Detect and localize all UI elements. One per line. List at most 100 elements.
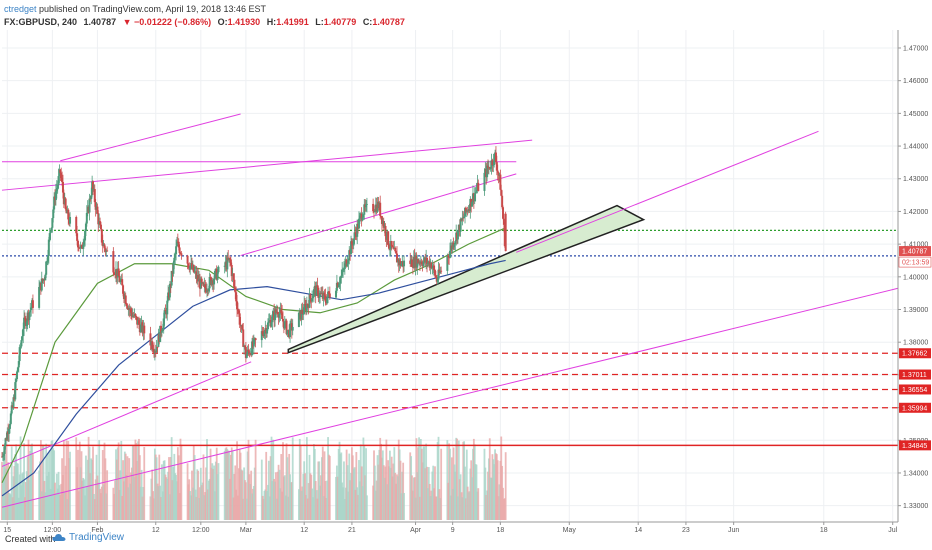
time-axis[interactable]: 15 12:00 Feb 12 12:00 Mar 12 21 Apr 9 18 May 14 23 Jun…	[0, 521, 898, 534]
candle-body	[497, 172, 500, 176]
candle-body	[69, 217, 72, 224]
candle-body	[163, 310, 166, 319]
candle-body	[99, 224, 102, 230]
time-tick-label: Apr	[410, 527, 422, 534]
candle-body	[232, 274, 235, 280]
candle-body	[280, 309, 283, 314]
candle-body	[20, 340, 23, 347]
candle-body	[420, 261, 423, 265]
candle-body	[47, 239, 50, 257]
candle-body	[44, 274, 47, 281]
candle-body	[216, 272, 219, 280]
candle-body	[180, 253, 183, 256]
candle-body	[312, 289, 315, 296]
volume-bar	[291, 437, 294, 520]
candle-body	[454, 241, 457, 245]
candle-body	[12, 397, 15, 407]
candle-body	[21, 336, 24, 341]
author-link[interactable]: ctredget	[4, 4, 37, 14]
candle-body	[382, 221, 385, 228]
candle-body	[491, 160, 494, 166]
volume-bar	[299, 445, 302, 520]
volume-bar	[355, 452, 358, 520]
candle-body	[495, 162, 498, 171]
candle-body	[350, 241, 353, 245]
candle-body	[263, 331, 266, 337]
candle-body	[104, 248, 107, 253]
volume-bar	[366, 495, 368, 520]
candle-body	[251, 341, 254, 355]
candle-body	[278, 313, 281, 318]
candle-body	[373, 211, 376, 213]
candle-body	[2, 453, 5, 456]
price-tags: 1.37662 1.37011 1.36554 1.35994 1.34845 1.407…	[898, 246, 932, 451]
change-value: −0.01222 (−0.86%)	[134, 17, 212, 27]
volume-bars	[1, 436, 507, 520]
candle-body	[431, 267, 434, 269]
time-tick-label: 12	[300, 527, 308, 534]
candle-body	[159, 325, 162, 342]
candle-body	[245, 354, 248, 359]
volume-bar	[177, 455, 180, 520]
candle-body	[337, 284, 340, 288]
chart-header: ctredget published on TradingView.com, A…	[0, 0, 932, 30]
candle-body	[152, 348, 155, 351]
candle-body	[276, 311, 279, 315]
open-label: O:	[217, 17, 228, 27]
candle-body	[22, 328, 25, 337]
trend-lines[interactable]	[1, 113, 899, 508]
candle-body	[228, 258, 231, 260]
volume-bar	[17, 463, 19, 520]
candle-body	[363, 204, 366, 215]
candle-body	[453, 244, 456, 248]
down-arrow-icon: ▼	[122, 17, 132, 27]
volume-bar	[504, 452, 507, 520]
candle-body	[461, 217, 464, 221]
candle-body	[489, 168, 492, 170]
candle-body	[354, 232, 357, 234]
candle-body	[137, 320, 140, 325]
candle-body	[388, 244, 391, 249]
candle-body	[339, 277, 342, 284]
candle-body	[79, 245, 82, 249]
volume-bar	[286, 457, 289, 520]
volume-bar	[39, 440, 42, 520]
candle-body	[493, 153, 496, 166]
candle-body	[266, 322, 269, 330]
candle-body	[400, 263, 403, 267]
tradingview-logo[interactable]: TradingView	[52, 532, 124, 543]
candle-body	[97, 213, 100, 225]
candle-body	[61, 178, 64, 183]
candle-body	[233, 279, 236, 288]
candle-body	[178, 247, 181, 254]
candle-body	[291, 326, 294, 331]
candle-body	[267, 321, 270, 323]
support-channel-wedge[interactable]	[287, 204, 646, 354]
candle-body	[316, 285, 319, 288]
candle-body	[283, 321, 286, 329]
candle-body	[166, 300, 169, 315]
volume-bar	[496, 460, 499, 520]
volume-bar	[484, 467, 487, 520]
candle-body	[260, 331, 263, 341]
candle-body	[274, 309, 277, 313]
candle-body	[326, 297, 329, 304]
volume-bar	[449, 448, 451, 520]
candle-body	[252, 338, 255, 347]
candle-body	[297, 312, 300, 327]
candle-body	[483, 172, 486, 191]
trend-line	[516, 130, 819, 253]
candle-body	[302, 313, 305, 315]
countdown-tag-bg	[898, 256, 932, 268]
candle-body	[301, 309, 304, 315]
time-tick-label: 21	[348, 527, 356, 534]
candle-body	[433, 265, 436, 271]
candle-body	[243, 345, 246, 348]
candle-body	[30, 307, 33, 311]
candle-body	[234, 287, 237, 293]
candle-body	[186, 255, 189, 264]
volume-bar	[434, 466, 436, 520]
symbol-label[interactable]: FX:GBPUSD, 240	[4, 17, 78, 27]
volume-bar	[280, 454, 283, 520]
